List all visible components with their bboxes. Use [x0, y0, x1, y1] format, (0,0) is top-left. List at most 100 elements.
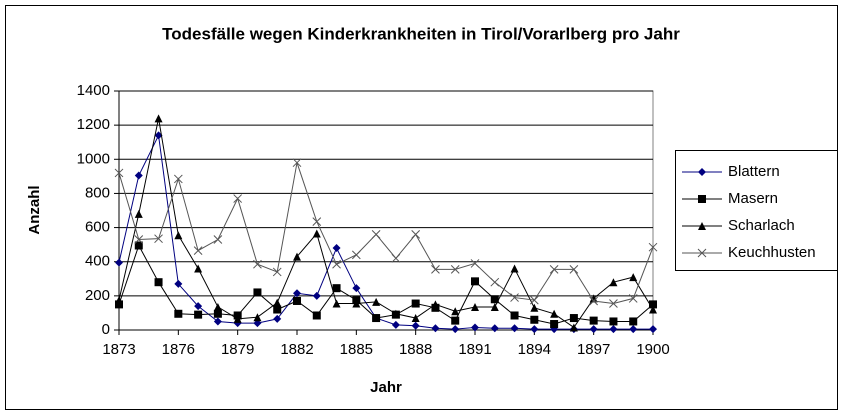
point [134, 235, 144, 244]
legend-marker [698, 168, 706, 176]
legend-marker [698, 195, 706, 203]
point [530, 303, 539, 312]
point [115, 296, 123, 305]
point [194, 264, 203, 273]
point [134, 171, 143, 180]
point [629, 273, 638, 282]
point [411, 299, 420, 308]
point [371, 230, 381, 239]
point [293, 252, 301, 261]
point [451, 316, 460, 325]
point [115, 300, 123, 309]
point [272, 267, 282, 277]
point [530, 325, 539, 334]
y-tick-label: 1000 [77, 150, 110, 167]
y-tick-label: 200 [85, 287, 110, 304]
legend-label: Masern [728, 190, 778, 207]
y-axis-label: Anzahl [26, 185, 43, 234]
point [372, 297, 381, 306]
point [391, 253, 401, 263]
legend-label: Blattern [728, 163, 780, 180]
legend-label: Scharlach [728, 217, 795, 234]
point [470, 259, 480, 268]
point [589, 294, 598, 303]
point [154, 234, 163, 244]
point [471, 323, 479, 332]
point [332, 284, 341, 293]
point [649, 305, 657, 314]
chart-title: Todesfälle wegen Kinderkrankheiten in Ti… [162, 24, 680, 43]
point [154, 114, 163, 123]
y-tick-label: 600 [85, 219, 110, 236]
point [510, 324, 519, 333]
point [628, 294, 638, 303]
x-tick-label: 1891 [458, 341, 491, 358]
point [431, 265, 440, 274]
point [174, 279, 183, 288]
point [253, 313, 262, 322]
y-tick-label: 1200 [77, 116, 110, 133]
point [332, 259, 341, 269]
series-line [118, 118, 654, 329]
point [609, 317, 618, 326]
point [629, 317, 638, 326]
point [194, 310, 203, 319]
point [134, 209, 143, 218]
point [194, 302, 203, 311]
point [589, 325, 598, 334]
point [550, 309, 559, 318]
point [530, 315, 539, 324]
point [609, 278, 618, 287]
point [134, 241, 143, 250]
point [312, 217, 322, 226]
point [411, 230, 421, 239]
point [312, 229, 321, 238]
point [391, 309, 400, 318]
point [589, 296, 599, 306]
point [450, 265, 460, 274]
point [549, 265, 559, 274]
point [115, 258, 123, 267]
point [213, 302, 222, 311]
point [312, 291, 321, 300]
x-tick-label: 1894 [518, 341, 551, 358]
point [471, 277, 479, 286]
point [569, 314, 578, 323]
point [649, 325, 657, 334]
point [332, 244, 341, 253]
point [213, 235, 223, 244]
point [451, 307, 460, 316]
x-tick-label: 1882 [280, 341, 313, 358]
point [490, 302, 499, 311]
point [629, 325, 638, 334]
x-tick-label: 1900 [636, 341, 669, 358]
plot-area [118, 90, 654, 331]
y-tick-label: 400 [85, 253, 110, 270]
y-tick-label: 1400 [77, 82, 110, 99]
x-tick-label: 1879 [221, 341, 254, 358]
point [391, 320, 400, 329]
x-tick-label: 1876 [162, 341, 195, 358]
legend-marker [697, 248, 707, 258]
point [193, 246, 203, 255]
x-tick-label: 1888 [399, 341, 432, 358]
point [431, 324, 440, 333]
point [609, 299, 618, 308]
x-tick-label: 1873 [102, 341, 135, 358]
point [213, 317, 222, 326]
point [510, 311, 519, 320]
point [253, 288, 262, 297]
legend-label: Keuchhusten [728, 244, 816, 261]
point [510, 293, 519, 302]
point [114, 168, 124, 178]
point [490, 324, 499, 333]
point [431, 300, 440, 309]
point [154, 131, 163, 140]
point [411, 314, 420, 323]
point [332, 299, 341, 308]
point [529, 295, 539, 305]
series-line [118, 162, 654, 305]
point [173, 174, 183, 184]
point [589, 316, 598, 325]
